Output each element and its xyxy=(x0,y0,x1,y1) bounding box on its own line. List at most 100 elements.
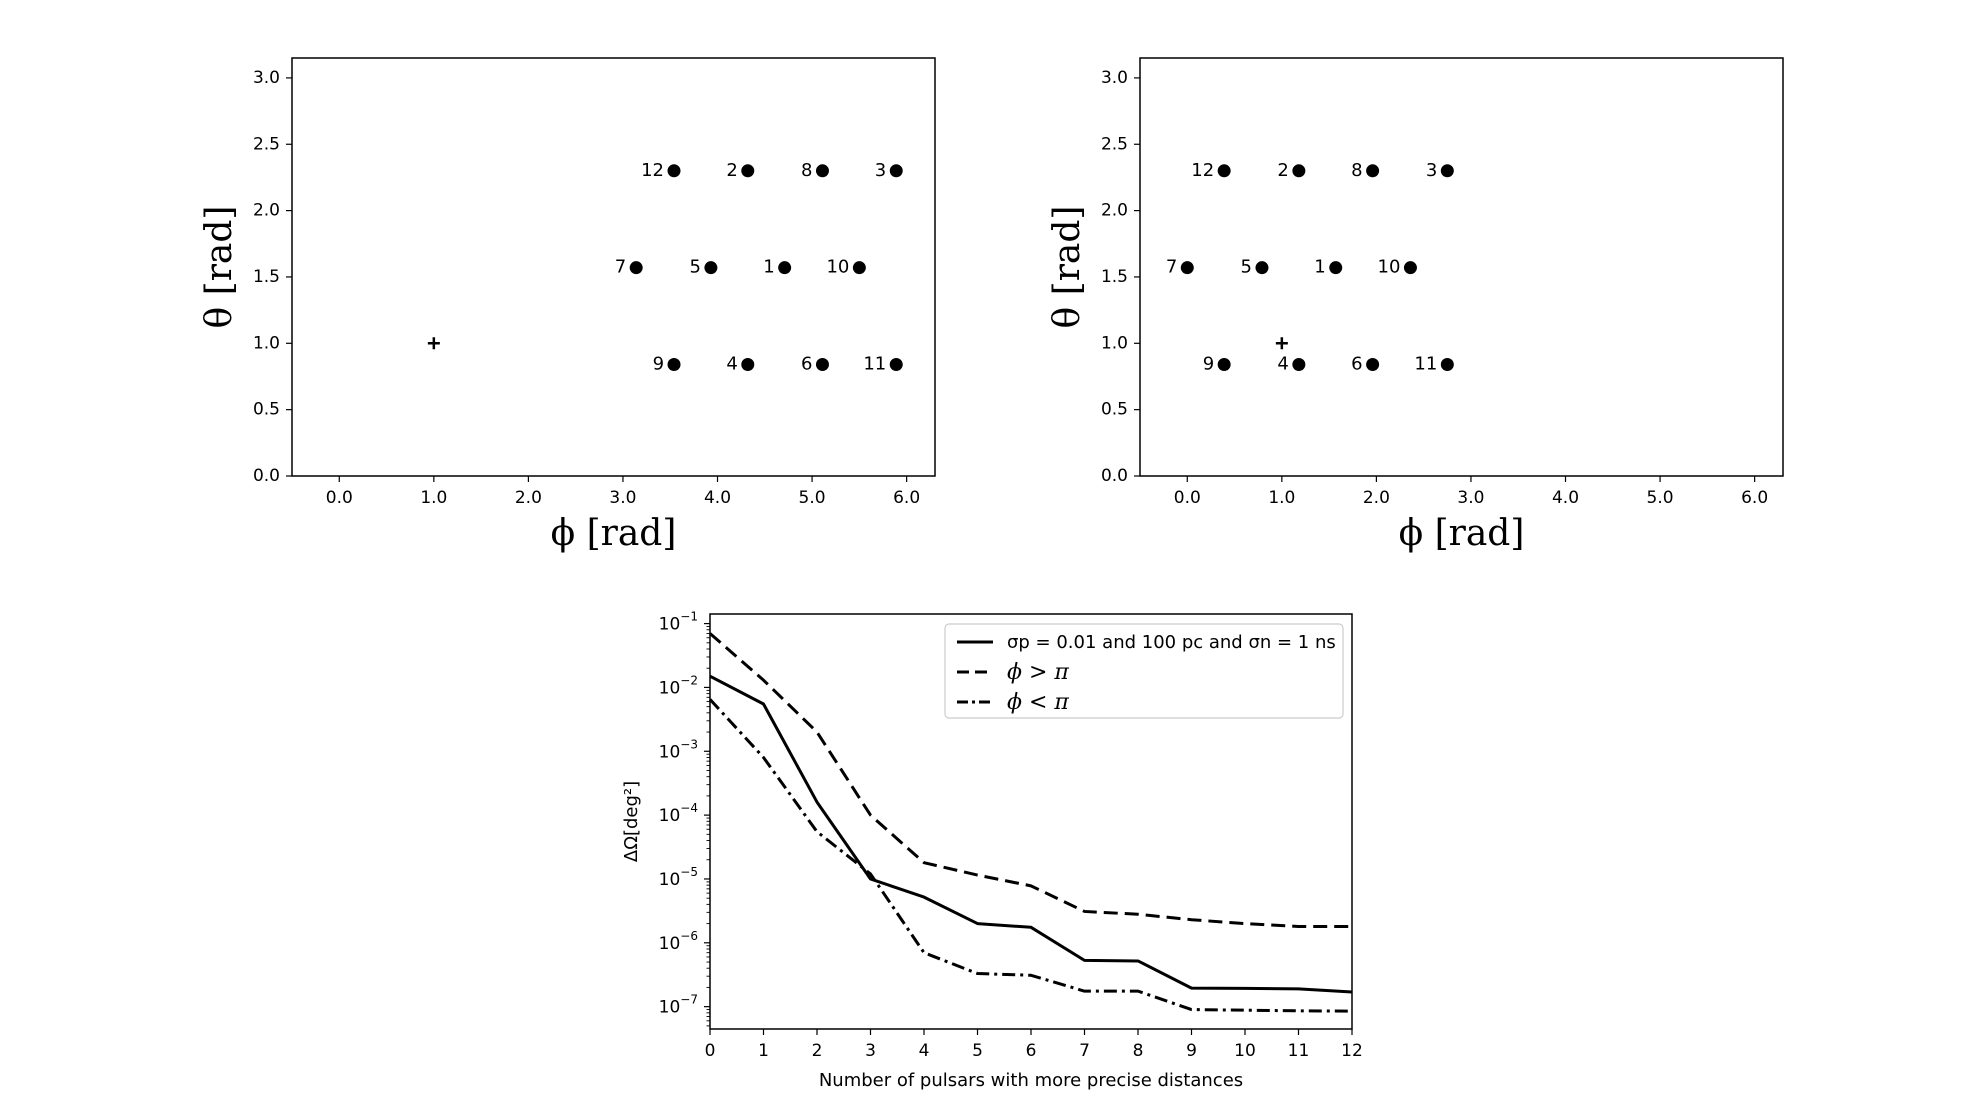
y-tick-label: 0.0 xyxy=(1101,466,1128,486)
pulsar-point xyxy=(741,358,755,372)
pulsar-label: 5 xyxy=(689,257,700,278)
y-tick-label: 1.0 xyxy=(253,333,280,353)
pulsar-label: 2 xyxy=(1277,160,1288,181)
pulsar-point xyxy=(1255,261,1269,275)
x-tick-label: 3.0 xyxy=(609,488,636,508)
y-axis-label: θ [rad] xyxy=(199,206,240,329)
series-line-dashdot xyxy=(708,698,1353,1013)
y-tick-label: 10−2 xyxy=(659,673,698,698)
y-tick-label: 0.5 xyxy=(1101,400,1128,420)
x-tick-label: 0.0 xyxy=(326,488,353,508)
x-tick-label: 6.0 xyxy=(1741,488,1768,508)
pulsar-label: 10 xyxy=(1378,257,1401,278)
series-line-dashed xyxy=(709,632,1352,929)
pulsar-label: 10 xyxy=(826,257,849,278)
pulsar-point xyxy=(1403,261,1417,275)
pulsar-label: 11 xyxy=(1414,354,1437,375)
y-tick-label: 10−7 xyxy=(659,993,698,1018)
legend-label: σp = 0.01 and 100 pc and σn = 1 ns xyxy=(1007,632,1336,653)
y-tick-label: 10−5 xyxy=(659,865,698,890)
pulsar-point xyxy=(889,164,903,178)
x-tick-label: 5 xyxy=(972,1041,983,1061)
x-axis-label: Number of pulsars with more precise dist… xyxy=(819,1070,1243,1091)
pulsar-label: 4 xyxy=(1277,354,1288,375)
x-tick-label: 12 xyxy=(1341,1041,1363,1061)
pulsar-label: 11 xyxy=(863,354,886,375)
y-tick-label: 0.5 xyxy=(253,400,280,420)
pulsar-label: 7 xyxy=(1166,257,1177,278)
y-tick-label: 10−4 xyxy=(659,801,698,826)
pulsar-label: 9 xyxy=(653,354,664,375)
pulsar-point xyxy=(1366,358,1380,372)
pulsar-point xyxy=(1329,261,1343,275)
pulsar-label: 3 xyxy=(875,160,886,181)
pulsar-point xyxy=(667,358,681,372)
pulsar-point xyxy=(1366,164,1380,178)
y-tick-label: 10−6 xyxy=(659,929,698,954)
line-panel-bottom: 0 1 2 3 4 5 6 7 8 9 10 11 1210−710−610−510−410−310−2… xyxy=(621,610,1363,1091)
x-tick-label: 0.0 xyxy=(1174,488,1201,508)
pulsar-point xyxy=(1440,164,1454,178)
x-tick-label: 9 xyxy=(1186,1041,1197,1061)
x-tick-label: 0 xyxy=(705,1041,716,1061)
y-tick-label: 3.0 xyxy=(253,68,280,88)
pulsar-point xyxy=(704,261,718,275)
x-tick-label: 5.0 xyxy=(1647,488,1674,508)
x-tick-label: 1 xyxy=(758,1041,769,1061)
pulsar-label: 12 xyxy=(641,160,664,181)
series-line-solid xyxy=(709,674,1353,994)
x-tick-label: 2.0 xyxy=(515,488,542,508)
x-tick-label: 1.0 xyxy=(420,488,447,508)
pulsar-point xyxy=(1292,358,1306,372)
y-axis-label: θ [rad] xyxy=(1047,206,1088,329)
pulsar-label: 1 xyxy=(763,257,774,278)
x-tick-label: 3 xyxy=(865,1041,876,1061)
x-tick-label: 8 xyxy=(1133,1041,1144,1061)
pulsar-label: 6 xyxy=(1351,354,1362,375)
pulsar-label: 8 xyxy=(801,160,812,181)
x-tick-label: 7 xyxy=(1079,1041,1090,1061)
pulsar-point xyxy=(778,261,792,275)
pulsar-point xyxy=(815,358,829,372)
x-tick-label: 11 xyxy=(1288,1041,1310,1061)
pulsar-label: 1 xyxy=(1314,257,1325,278)
pulsar-label: 6 xyxy=(801,354,812,375)
x-tick-label: 3.0 xyxy=(1457,488,1484,508)
y-tick-label: 3.0 xyxy=(1101,68,1128,88)
x-tick-label: 2 xyxy=(812,1041,823,1061)
x-tick-label: 4 xyxy=(919,1041,930,1061)
y-tick-label: 1.5 xyxy=(1101,267,1128,287)
scatter-panel-right: 0.0 1.0 2.0 3.0 4.0 5.0 6.0 0.0 0.5 1.0 1.5 2.0 2.5 3… xyxy=(1047,57,1784,554)
pulsar-label: 4 xyxy=(726,354,737,375)
source-marker xyxy=(427,337,440,350)
pulsar-point xyxy=(1217,358,1231,372)
y-tick-label: 10−3 xyxy=(659,737,698,762)
y-tick-label: 2.0 xyxy=(1101,201,1128,221)
pulsar-label: 8 xyxy=(1351,160,1362,181)
x-tick-label: 1.0 xyxy=(1268,488,1295,508)
pulsar-point xyxy=(667,164,681,178)
y-tick-label: 1.5 xyxy=(253,267,280,287)
legend-label: ϕ > π xyxy=(1007,660,1069,685)
pulsar-point xyxy=(1440,358,1454,372)
x-tick-label: 6.0 xyxy=(893,488,920,508)
pulsar-label: 2 xyxy=(726,160,737,181)
scatter-panel-left: 0.0 1.0 2.0 3.0 4.0 5.0 6.0 0.0 0.5 1.0 1.5 2.0 2.5 3… xyxy=(199,57,936,554)
pulsar-point xyxy=(1180,261,1194,275)
y-tick-label: 2.5 xyxy=(253,134,280,154)
y-tick-label: 2.0 xyxy=(253,201,280,221)
pulsar-label: 12 xyxy=(1191,160,1214,181)
y-axis-label: ΔΩ[deg²] xyxy=(621,781,642,862)
x-tick-label: 5.0 xyxy=(799,488,826,508)
x-tick-label: 10 xyxy=(1234,1041,1256,1061)
pulsar-point xyxy=(815,164,829,178)
pulsar-point xyxy=(1292,164,1306,178)
y-tick-label: 0.0 xyxy=(253,466,280,486)
pulsar-point xyxy=(629,261,643,275)
y-tick-label: 2.5 xyxy=(1101,134,1128,154)
pulsar-point xyxy=(889,358,903,372)
plot-frame xyxy=(1139,57,1784,477)
pulsar-point xyxy=(1217,164,1231,178)
x-axis-label: ϕ [rad] xyxy=(551,513,677,554)
y-tick-label: 1.0 xyxy=(1101,333,1128,353)
